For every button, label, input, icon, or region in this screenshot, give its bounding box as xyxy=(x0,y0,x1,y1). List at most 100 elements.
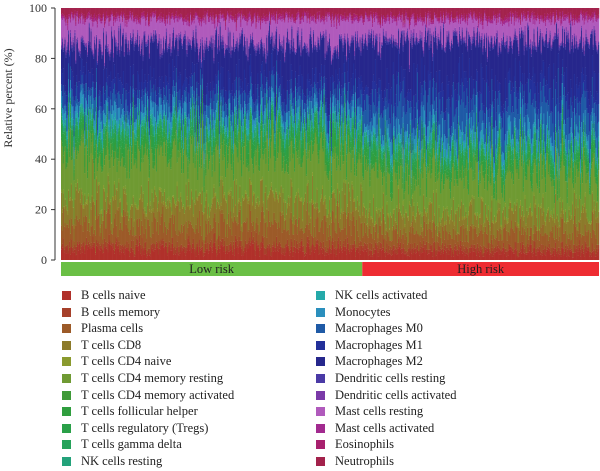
bar-segment xyxy=(94,144,96,148)
bar-segment xyxy=(72,106,74,114)
bar-segment xyxy=(82,246,84,260)
bar-segment xyxy=(91,8,93,18)
bar-segment xyxy=(79,114,82,125)
bar-segment xyxy=(77,241,79,244)
bar-segment xyxy=(75,225,77,247)
bar-segment xyxy=(69,50,71,55)
bar-segment xyxy=(95,49,97,89)
bar-segment xyxy=(64,104,66,114)
bar-segment xyxy=(89,235,91,246)
bar-segment xyxy=(80,187,82,190)
bar-segment xyxy=(80,118,82,122)
bar-segment xyxy=(80,103,82,113)
bar-segment xyxy=(73,176,75,181)
bar-segment xyxy=(97,141,99,144)
bar-segment xyxy=(80,121,82,130)
bar-segment xyxy=(86,237,88,245)
bar-segment xyxy=(63,8,65,16)
bar-segment xyxy=(78,142,81,146)
bar-segment xyxy=(78,81,80,103)
bar-segment xyxy=(96,107,99,131)
bar-segment xyxy=(95,15,98,19)
bar-segment xyxy=(87,52,89,55)
bar-segment xyxy=(69,254,72,260)
bar-segment xyxy=(70,218,73,240)
bar-segment xyxy=(72,130,74,142)
bar-segment xyxy=(63,226,65,250)
bar-segment xyxy=(81,83,83,98)
bar-segment xyxy=(69,197,72,201)
bar-segment xyxy=(91,134,93,142)
bar-segment xyxy=(79,20,82,24)
bar-segment xyxy=(77,243,79,260)
bar-segment xyxy=(85,202,87,206)
bar-segment xyxy=(70,247,73,260)
bar-segment xyxy=(94,100,96,121)
bar-segment xyxy=(86,47,88,63)
bar-segment xyxy=(77,13,79,17)
bar-segment xyxy=(78,243,81,260)
bar-segment xyxy=(92,132,94,156)
bar-segment xyxy=(61,8,63,15)
bar-segment xyxy=(73,252,75,260)
bar-segment xyxy=(69,157,71,199)
bar-segment xyxy=(91,225,93,247)
bar-segment xyxy=(87,109,90,112)
bar-segment xyxy=(89,45,91,48)
bar-segment xyxy=(69,200,72,234)
bar-segment xyxy=(64,113,66,120)
bar-segment xyxy=(63,206,65,209)
bar-segment xyxy=(67,8,69,24)
bar-segment xyxy=(75,146,77,184)
bar-segment xyxy=(87,241,90,247)
bar-segment xyxy=(68,52,70,64)
bar-segment xyxy=(98,40,100,44)
bar-segment xyxy=(81,116,83,129)
bar-segment xyxy=(87,204,89,231)
bar-segment xyxy=(86,115,88,124)
bar-segment xyxy=(98,125,100,133)
bar-segment xyxy=(69,112,72,122)
bar-segment xyxy=(75,24,77,26)
bar-segment xyxy=(92,50,94,54)
bar-segment xyxy=(73,172,75,177)
bar-segment xyxy=(65,253,67,260)
bar-segment xyxy=(89,113,91,120)
bar-segment xyxy=(90,153,92,208)
bar-segment xyxy=(69,143,71,152)
bar-segment xyxy=(62,8,64,15)
bar-segment xyxy=(73,169,75,173)
bar-segment xyxy=(70,104,73,119)
bar-segment xyxy=(87,249,89,260)
bar-segment xyxy=(61,209,64,213)
bar-segment xyxy=(77,39,79,43)
bar-segment xyxy=(78,52,81,56)
bar-segment xyxy=(69,200,71,220)
bar-segment xyxy=(61,116,64,120)
bar-segment xyxy=(78,48,80,51)
bar-segment xyxy=(79,70,82,85)
bar-segment xyxy=(89,18,91,21)
bar-segment xyxy=(89,130,91,134)
bar-segment xyxy=(69,51,72,67)
bar-segment xyxy=(95,199,98,241)
bar-segment xyxy=(78,8,80,19)
bar-segment xyxy=(71,129,73,131)
bar-segment xyxy=(95,96,98,107)
bar-segment xyxy=(61,192,63,226)
bar-segment xyxy=(95,38,98,61)
bar-segment xyxy=(76,75,78,83)
bar-segment xyxy=(87,40,90,43)
bar-segment xyxy=(95,144,98,177)
bar-segment xyxy=(62,48,64,50)
bar-segment xyxy=(81,35,83,38)
bar-segment xyxy=(99,250,101,260)
bar-segment xyxy=(78,129,80,136)
bar-segment xyxy=(82,123,84,138)
bar-segment xyxy=(79,8,82,18)
bar-segment xyxy=(84,22,86,25)
bar-segment xyxy=(86,203,88,217)
bar-segment xyxy=(78,241,81,244)
bar-segment xyxy=(61,73,64,97)
bar-segment xyxy=(64,146,66,199)
